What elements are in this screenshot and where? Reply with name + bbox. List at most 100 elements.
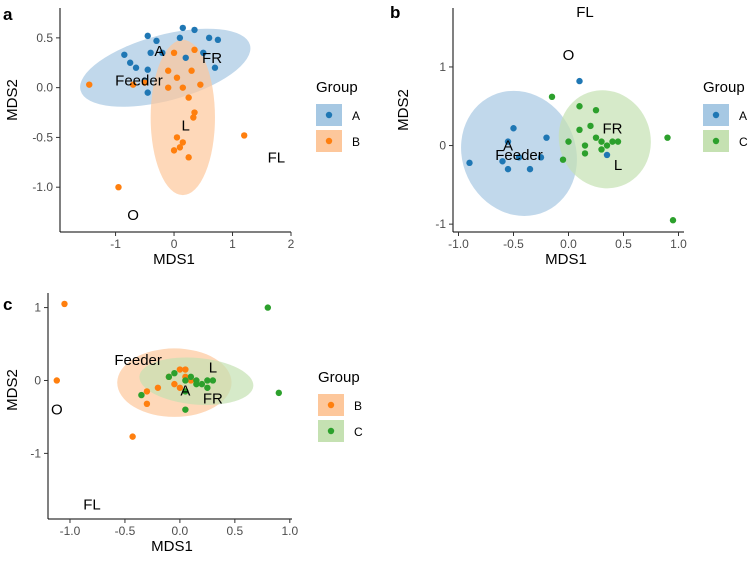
x-tick-label: -0.5 bbox=[115, 524, 136, 538]
data-point bbox=[176, 366, 184, 373]
data-point bbox=[664, 134, 671, 141]
data-point bbox=[53, 377, 60, 384]
legend-point bbox=[327, 427, 335, 435]
data-point bbox=[185, 154, 192, 161]
data-point bbox=[121, 51, 128, 58]
data-point bbox=[182, 54, 189, 61]
data-point bbox=[581, 150, 589, 157]
legend-label: C bbox=[354, 425, 363, 439]
y-tick-label: -1 bbox=[435, 217, 446, 231]
y-tick-label: 1 bbox=[34, 301, 41, 315]
y-tick-label: 0.5 bbox=[36, 31, 53, 45]
data-point bbox=[275, 389, 283, 397]
data-point bbox=[214, 36, 222, 44]
data-point bbox=[138, 391, 145, 399]
data-point bbox=[537, 154, 545, 161]
data-point bbox=[170, 49, 178, 56]
x-tick-label: 1.0 bbox=[281, 524, 298, 538]
data-point bbox=[191, 26, 198, 34]
x-tick-label: -0.5 bbox=[503, 237, 524, 251]
data-point bbox=[581, 142, 589, 149]
ellipse-b bbox=[150, 39, 215, 196]
data-point bbox=[499, 158, 506, 165]
x-tick-label: 0 bbox=[171, 237, 178, 251]
x-tick-label: 0.0 bbox=[172, 524, 189, 538]
data-point bbox=[147, 49, 154, 56]
data-point bbox=[170, 147, 178, 154]
ellipse-c bbox=[558, 90, 651, 189]
data-point bbox=[515, 154, 523, 161]
data-point bbox=[179, 24, 187, 32]
data-point bbox=[185, 94, 192, 101]
data-point bbox=[132, 64, 140, 71]
data-point bbox=[204, 384, 211, 391]
data-point bbox=[576, 77, 583, 85]
y-tick-label: -0.5 bbox=[32, 130, 53, 144]
data-point bbox=[504, 138, 512, 145]
point-annotation: Feeder bbox=[495, 147, 543, 164]
data-point bbox=[510, 125, 517, 132]
point-annotation: O bbox=[563, 47, 575, 64]
y-axis-title: MDS2 bbox=[4, 79, 21, 121]
series-a bbox=[466, 77, 611, 173]
y-tick-label: 1 bbox=[439, 60, 446, 74]
x-tick-label: 0.5 bbox=[227, 524, 244, 538]
data-point bbox=[153, 37, 160, 45]
data-point bbox=[193, 380, 200, 388]
point-annotation: Feeder bbox=[114, 352, 162, 369]
panel-label: b bbox=[390, 3, 400, 22]
point-annotation: A bbox=[154, 43, 164, 60]
panel-label: a bbox=[3, 5, 13, 24]
legend-label: C bbox=[739, 135, 748, 149]
ellipse-a bbox=[461, 90, 577, 216]
data-point bbox=[171, 380, 178, 388]
legend-label: B bbox=[354, 399, 362, 413]
data-point bbox=[171, 369, 178, 377]
legend-title: Group bbox=[318, 369, 360, 386]
data-point bbox=[197, 81, 204, 88]
data-point bbox=[209, 377, 217, 384]
series-a bbox=[121, 24, 222, 96]
data-point bbox=[129, 433, 136, 440]
point-annotation: Feeder bbox=[115, 73, 163, 90]
legend-point bbox=[712, 111, 720, 119]
x-tick-label: 2 bbox=[288, 237, 295, 251]
data-point bbox=[179, 84, 187, 91]
data-point bbox=[598, 146, 605, 153]
data-point bbox=[543, 134, 550, 141]
x-tick-label: 0.5 bbox=[615, 237, 632, 251]
panel-a: a -1 0 1 2 -1.0 -0.5 0.0 0.5 MDS1 MDS2 A FR Feeder L FL… bbox=[3, 5, 360, 268]
data-point bbox=[173, 74, 181, 81]
data-point bbox=[182, 366, 189, 373]
data-point bbox=[154, 384, 162, 391]
data-point bbox=[598, 138, 605, 145]
data-point bbox=[165, 373, 173, 381]
data-point bbox=[241, 132, 248, 139]
data-point bbox=[548, 93, 556, 101]
data-point bbox=[143, 400, 151, 408]
series-c bbox=[138, 304, 283, 413]
point-annotation: FR bbox=[202, 50, 222, 67]
y-tick-label: 0.0 bbox=[36, 81, 53, 95]
legend-label: A bbox=[739, 109, 747, 123]
series-c bbox=[548, 93, 677, 224]
data-point bbox=[129, 81, 137, 88]
data-point bbox=[164, 84, 172, 91]
data-point bbox=[603, 142, 611, 149]
point-annotation: FL bbox=[268, 149, 286, 166]
y-tick-label: 0 bbox=[439, 139, 446, 153]
point-annotation: O bbox=[127, 207, 139, 224]
confidence-ellipses bbox=[80, 28, 251, 196]
panel-label: c bbox=[3, 295, 12, 314]
legend-point bbox=[327, 401, 335, 409]
data-point bbox=[205, 34, 213, 42]
point-annotation: L bbox=[614, 157, 622, 174]
legend-title: Group bbox=[703, 79, 745, 96]
data-point bbox=[61, 300, 68, 308]
data-point bbox=[176, 34, 184, 42]
data-point bbox=[576, 126, 583, 134]
panel-c: c -1.0 -0.5 0.0 0.5 1.0 -1 0 1 MDS1 MDS2 Feeder L A FR… bbox=[3, 293, 363, 555]
data-point bbox=[565, 138, 572, 145]
data-point bbox=[669, 217, 677, 224]
